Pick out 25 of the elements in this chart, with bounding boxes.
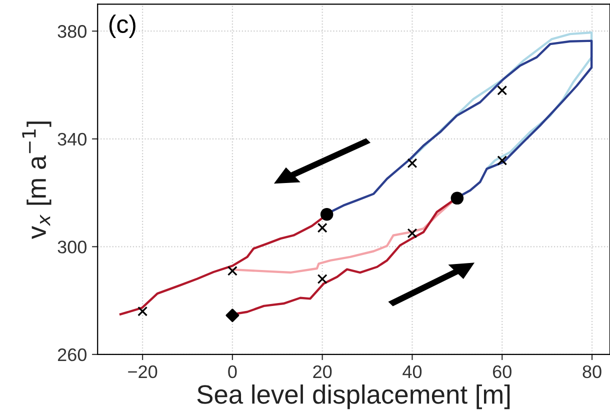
x-tick-label: 40 (402, 365, 422, 378)
y-tick-label: 380 (58, 25, 86, 38)
y-tick-label: 260 (58, 348, 86, 362)
x-axis-title: Sea level displacement [m] (197, 384, 510, 410)
x-tick-label: 60 (493, 365, 512, 378)
annotation: (c) (109, 14, 136, 38)
x-tick-label: 80 (582, 365, 602, 378)
point (320, 208, 334, 221)
point (317, 274, 328, 284)
y-tick-label: 340 (58, 132, 86, 146)
point (226, 308, 240, 322)
point (138, 306, 148, 316)
point (497, 155, 508, 166)
point (227, 266, 238, 276)
point (450, 192, 464, 205)
point (407, 228, 418, 238)
point (407, 158, 418, 168)
line-series (411, 31, 593, 170)
point (317, 222, 328, 233)
x-tick-label: −20 (128, 365, 158, 378)
point (497, 85, 508, 96)
y-tick-label: 300 (58, 240, 86, 254)
x-tick-label: 20 (313, 365, 332, 378)
x-tick-label: 0 (228, 365, 237, 378)
y-axis-title: v$_{x}$ [m a$^{−1}$] (22, 122, 52, 239)
